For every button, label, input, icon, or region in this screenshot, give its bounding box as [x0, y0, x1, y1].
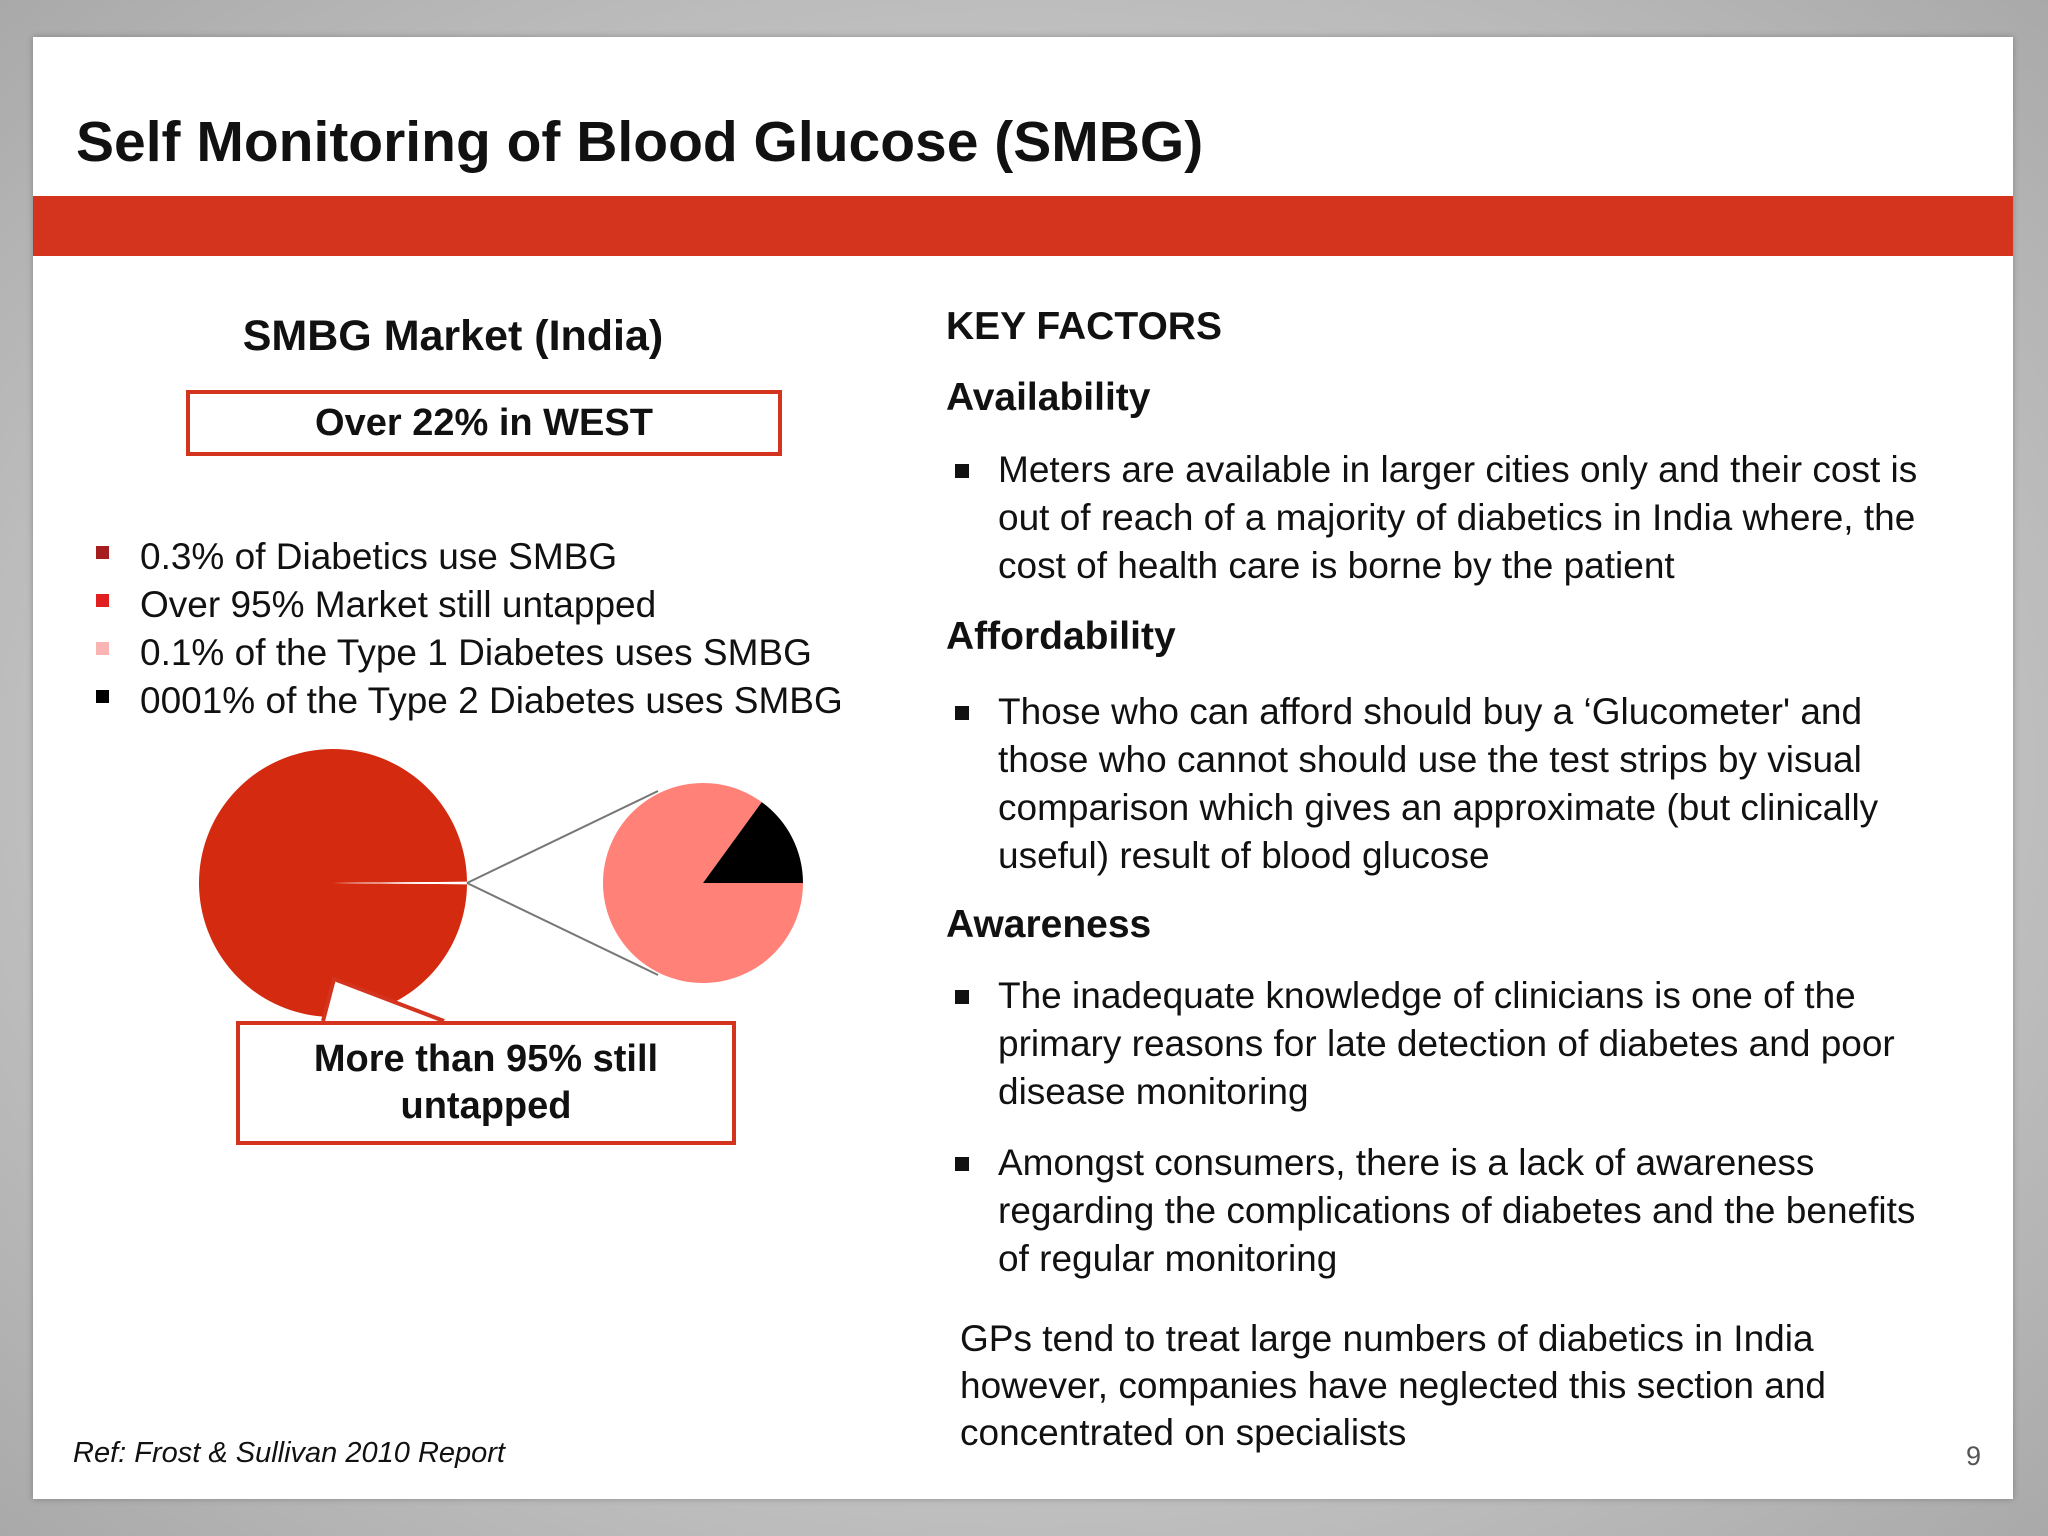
affordability-heading: Affordability	[946, 615, 1176, 658]
market-bullet: 0001% of the Type 2 Diabetes uses SMBG	[93, 677, 843, 725]
page-number: 9	[1965, 1441, 1981, 1471]
reference-note: Ref: Frost & Sullivan 2010 Report	[73, 1437, 505, 1469]
awareness-bullet: The inadequate knowledge of clinicians i…	[946, 972, 1956, 1116]
bullet-square-icon	[96, 546, 109, 559]
pie-slice-smbg-users	[333, 881, 467, 885]
availability-heading: Availability	[946, 376, 1151, 419]
bullet-square-icon	[955, 464, 969, 478]
bullet-square-icon	[96, 690, 109, 703]
gps-note: GPs tend to treat large numbers of diabe…	[960, 1318, 1826, 1453]
availability-bullet: Meters are available in larger cities on…	[946, 446, 1956, 590]
pie-slice-untapped	[198, 749, 467, 1017]
market-bullet: Over 95% Market still untapped	[93, 581, 843, 629]
market-bullet-text: 0.3% of Diabetics use SMBG	[140, 536, 618, 577]
awareness-bullet-text: The inadequate knowledge of clinicians i…	[998, 975, 1895, 1112]
west-highlight-label: Over 22% in WEST	[315, 401, 653, 444]
market-bullet: 0.3% of Diabetics use SMBG	[93, 533, 843, 581]
affordability-bullet-text: Those who can afford should buy a ‘Gluco…	[998, 691, 1879, 876]
pie-of-pie-chart	[198, 749, 803, 1017]
market-title: SMBG Market (India)	[242, 312, 664, 360]
market-bullet-text: 0001% of the Type 2 Diabetes uses SMBG	[140, 680, 843, 721]
untapped-callout-text: More than 95% still untapped	[313, 1038, 659, 1127]
awareness-bullet: Amongst consumers, there is a lack of aw…	[946, 1139, 1956, 1283]
bullet-square-icon	[955, 706, 969, 720]
affordability-bullet: Those who can afford should buy a ‘Gluco…	[946, 688, 1956, 880]
market-bullet-text: Over 95% Market still untapped	[140, 584, 657, 625]
title-accent-band	[33, 196, 2013, 256]
availability-bullet-text: Meters are available in larger cities on…	[998, 449, 1918, 586]
bullet-square-icon	[955, 990, 969, 1004]
west-highlight-box: Over 22% in WEST	[186, 390, 782, 456]
bullet-square-icon	[96, 642, 109, 655]
market-bullet-text: 0.1% of the Type 1 Diabetes uses SMBG	[140, 632, 812, 673]
slide: Self Monitoring of Blood Glucose (SMBG) …	[33, 37, 2013, 1499]
market-bullet-list: 0.3% of Diabetics use SMBG Over 95% Mark…	[93, 533, 843, 725]
bullet-square-icon	[955, 1157, 969, 1171]
pie-connector-line	[466, 790, 659, 884]
key-factors-heading: KEY FACTORS	[946, 305, 1222, 348]
market-bullet: 0.1% of the Type 1 Diabetes uses SMBG	[93, 629, 843, 677]
zoom-slice-type2	[703, 802, 803, 883]
slide-title: Self Monitoring of Blood Glucose (SMBG)	[76, 110, 1204, 174]
pie-connector-line	[466, 882, 659, 976]
bullet-square-icon	[96, 594, 109, 607]
awareness-heading: Awareness	[946, 903, 1152, 946]
untapped-callout: More than 95% still untapped	[236, 1021, 736, 1145]
awareness-bullet-text: Amongst consumers, there is a lack of aw…	[998, 1142, 1916, 1279]
